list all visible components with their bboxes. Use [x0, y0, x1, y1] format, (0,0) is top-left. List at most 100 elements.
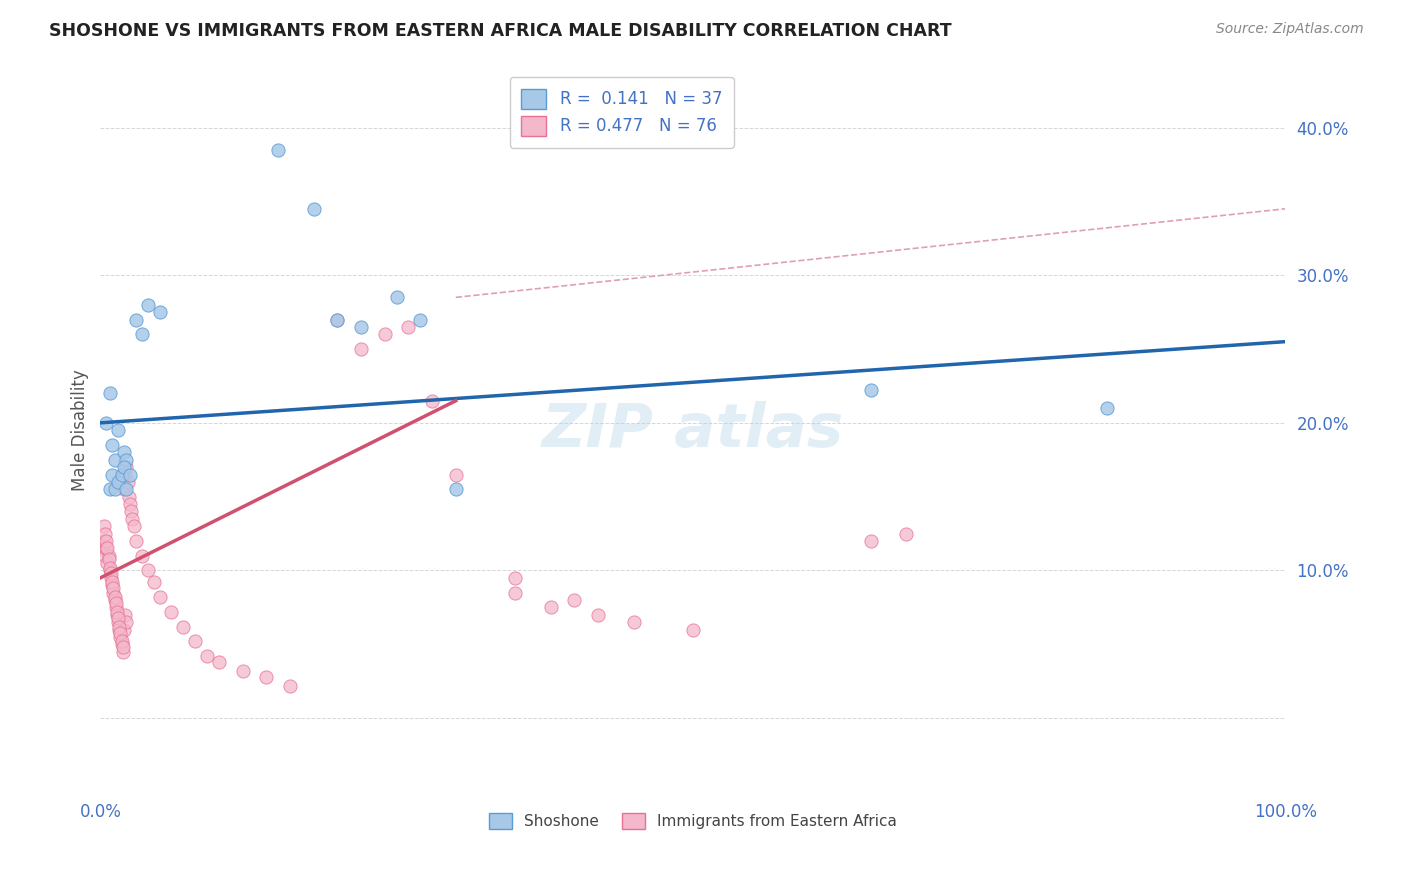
Point: [682, 623, 704, 637]
Point: [136, 564, 159, 578]
Point: [208, 655, 231, 669]
Point: [122, 519, 145, 533]
Point: [444, 483, 467, 497]
Point: [112, 445, 135, 459]
Point: [302, 202, 325, 216]
Point: [98, 564, 121, 578]
Point: [149, 590, 172, 604]
Point: [114, 607, 136, 622]
Point: [112, 623, 135, 637]
Point: [115, 452, 138, 467]
Point: [136, 298, 159, 312]
Point: [103, 593, 125, 607]
Point: [115, 615, 138, 630]
Point: [112, 483, 135, 497]
Point: [160, 605, 183, 619]
Point: [108, 619, 131, 633]
Point: [231, 664, 253, 678]
Point: [101, 575, 124, 590]
Point: [142, 575, 165, 590]
Point: [103, 483, 125, 497]
Point: [107, 423, 129, 437]
Point: [111, 634, 134, 648]
Point: [104, 600, 127, 615]
Point: [96, 556, 118, 570]
Point: [100, 571, 122, 585]
Point: [125, 312, 148, 326]
Point: [121, 512, 143, 526]
Point: [131, 327, 153, 342]
Point: [1097, 401, 1119, 416]
Point: [444, 467, 467, 482]
Point: [409, 312, 432, 326]
Point: [98, 483, 121, 497]
Point: [114, 467, 136, 482]
Point: [111, 640, 134, 655]
Point: [131, 549, 153, 563]
Point: [420, 393, 443, 408]
Point: [108, 623, 131, 637]
Point: [103, 590, 125, 604]
Point: [385, 290, 408, 304]
Point: [254, 670, 277, 684]
Point: [112, 460, 135, 475]
Point: [562, 593, 585, 607]
Point: [267, 143, 290, 157]
Point: [96, 533, 118, 548]
Point: [111, 645, 134, 659]
Point: [118, 497, 141, 511]
Legend: Shoshone, Immigrants from Eastern Africa: Shoshone, Immigrants from Eastern Africa: [482, 806, 903, 835]
Point: [93, 519, 115, 533]
Point: [94, 526, 117, 541]
Point: [105, 605, 128, 619]
Point: [94, 549, 117, 563]
Point: [859, 533, 882, 548]
Y-axis label: Male Disability: Male Disability: [72, 369, 89, 491]
Point: [586, 607, 609, 622]
Point: [120, 504, 142, 518]
Point: [103, 452, 125, 467]
Point: [96, 541, 118, 556]
Point: [350, 319, 373, 334]
Point: [118, 490, 141, 504]
Point: [105, 607, 128, 622]
Point: [98, 560, 121, 574]
Point: [503, 585, 526, 599]
Point: [97, 549, 120, 563]
Text: SHOSHONE VS IMMIGRANTS FROM EASTERN AFRICA MALE DISABILITY CORRELATION CHART: SHOSHONE VS IMMIGRANTS FROM EASTERN AFRI…: [49, 22, 952, 40]
Point: [118, 467, 141, 482]
Point: [326, 312, 349, 326]
Point: [859, 384, 882, 398]
Point: [111, 467, 134, 482]
Point: [98, 386, 121, 401]
Point: [101, 578, 124, 592]
Point: [540, 600, 562, 615]
Point: [110, 630, 132, 644]
Point: [97, 551, 120, 566]
Point: [125, 533, 148, 548]
Point: [117, 475, 139, 489]
Point: [103, 581, 125, 595]
Point: [107, 475, 129, 489]
Point: [326, 312, 349, 326]
Point: [91, 541, 114, 556]
Point: [93, 533, 115, 548]
Point: [149, 305, 172, 319]
Point: [96, 416, 118, 430]
Text: ZIP atlas: ZIP atlas: [541, 401, 844, 459]
Point: [100, 566, 122, 581]
Point: [111, 637, 134, 651]
Point: [111, 467, 134, 482]
Point: [623, 615, 645, 630]
Point: [115, 483, 138, 497]
Point: [104, 596, 127, 610]
Point: [503, 571, 526, 585]
Point: [374, 327, 396, 342]
Point: [101, 467, 124, 482]
Point: [107, 615, 129, 630]
Point: [278, 679, 301, 693]
Point: [115, 460, 138, 475]
Point: [96, 541, 118, 556]
Point: [110, 625, 132, 640]
Point: [894, 526, 917, 541]
